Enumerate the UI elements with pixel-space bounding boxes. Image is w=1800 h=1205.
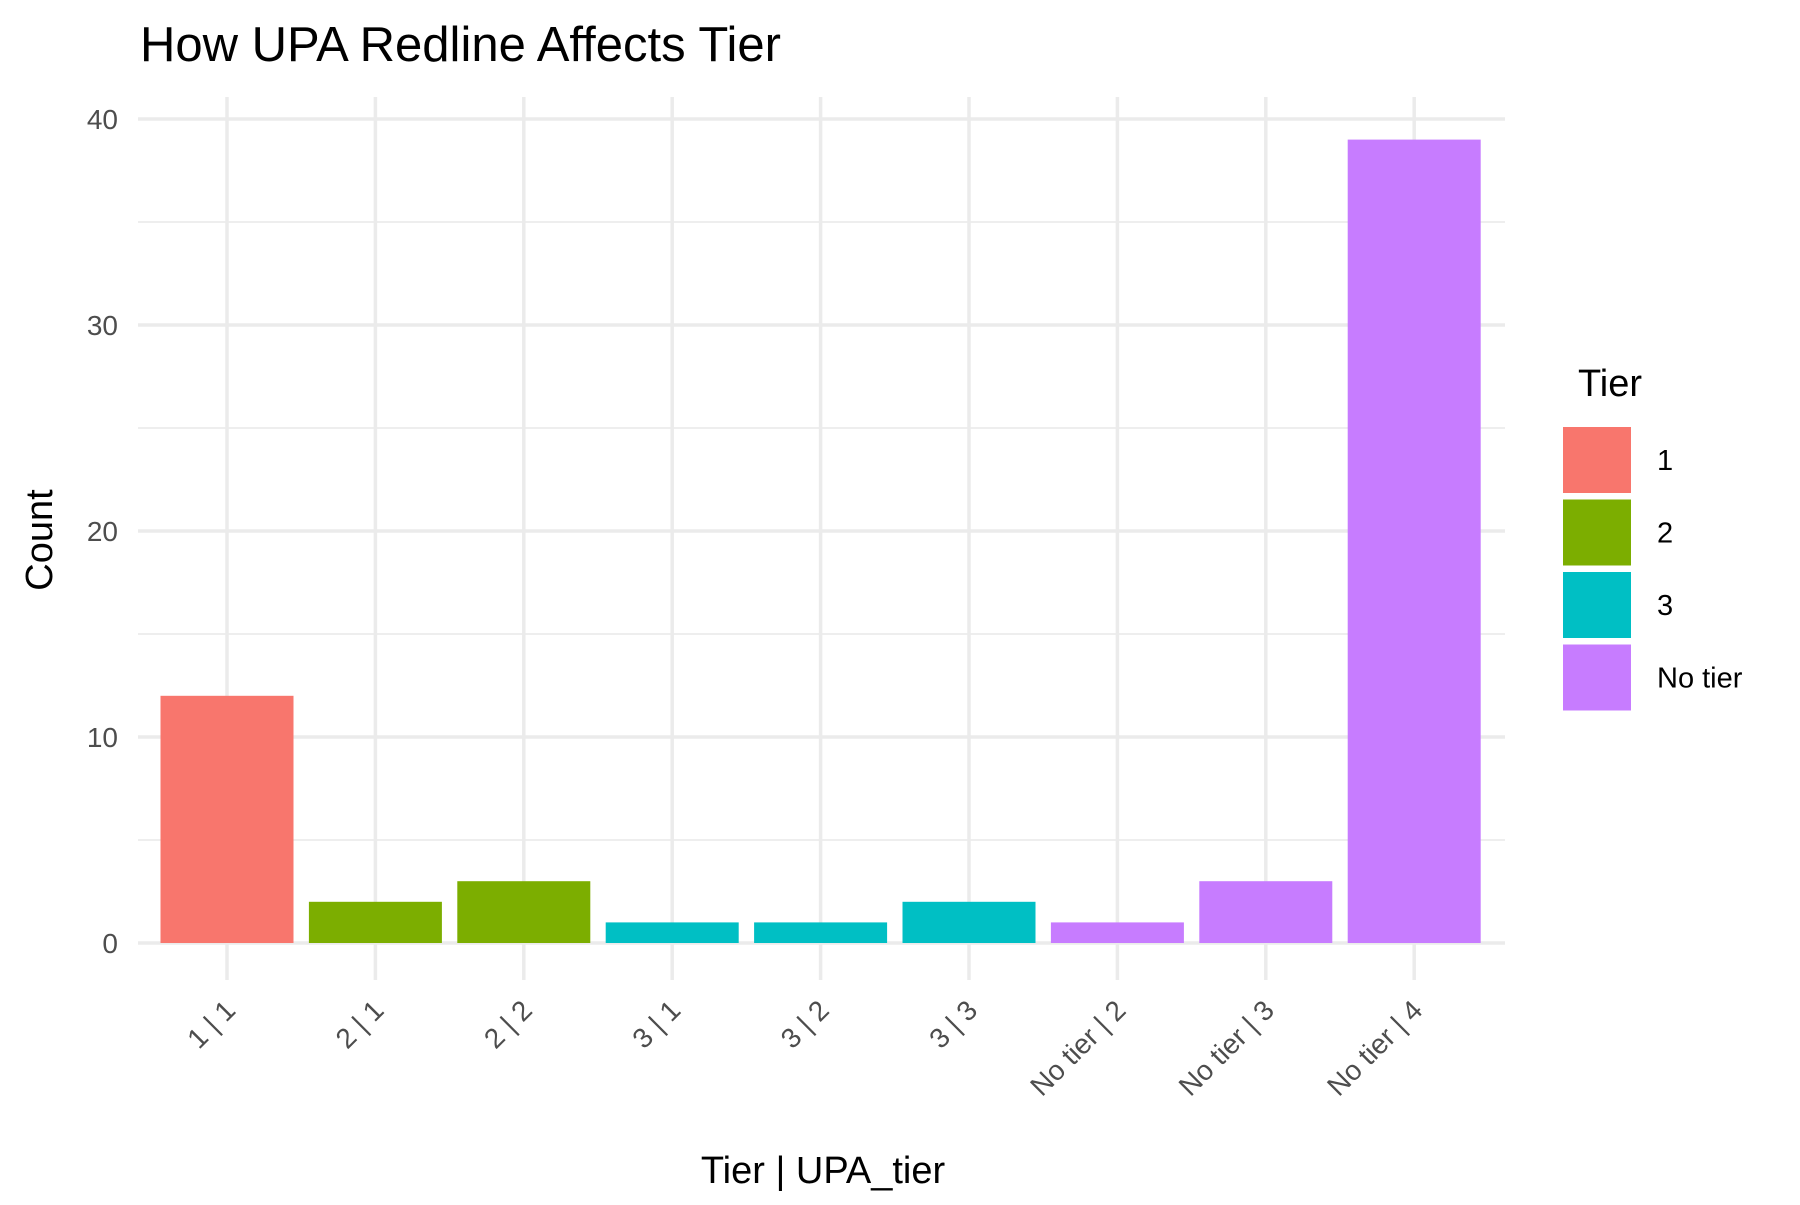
legend-key-no-tier [1563,644,1631,711]
x-tick-label: 2 | 2 [478,994,538,1054]
bar-3-2 [754,922,888,943]
legend-key-2 [1563,499,1631,566]
y-tick-label: 40 [87,104,118,135]
x-tick-label: No tier | 3 [1173,994,1280,1101]
bar-3-1 [605,922,739,943]
x-tick-label: 2 | 1 [330,994,390,1054]
bar-no-tier-4 [1347,139,1481,944]
y-axis-title: Count [19,489,61,591]
legend-label-3: 3 [1657,590,1673,622]
legend-label-2: 2 [1657,518,1673,550]
chart-title: How UPA Redline Affects Tier [140,18,781,72]
bar-2-2 [457,881,591,943]
bar-1-1 [160,695,294,943]
x-tick-label: No tier | 4 [1321,994,1428,1101]
x-tick-label: 3 | 2 [775,994,835,1054]
legend-key-3 [1563,572,1631,638]
x-axis-title: Tier | UPA_tier [701,1150,946,1192]
y-tick-labels: 0 10 20 30 40 [87,104,118,959]
x-tick-label: 3 | 1 [626,994,686,1054]
bars [160,139,1481,944]
y-tick-label: 0 [102,928,118,959]
legend-label-1: 1 [1657,445,1673,477]
grid [138,97,1505,980]
x-tick-label: No tier | 2 [1024,994,1131,1101]
x-tick-label: 3 | 3 [923,994,983,1054]
x-tick-label: 1 | 1 [181,994,241,1054]
legend-label-no-tier: No tier [1657,663,1743,695]
y-tick-label: 10 [87,722,118,753]
x-tick-labels: 1 | 1 2 | 1 2 | 2 3 | 1 3 | 2 3 | 3 No tier | … [181,994,1428,1101]
legend-key-1 [1563,427,1631,493]
y-tick-label: 30 [87,310,118,341]
legend: Tier 1 2 3 No tier [1563,363,1743,711]
bar-2-1 [308,901,442,943]
legend-title: Tier [1578,363,1642,405]
y-tick-label: 20 [87,516,118,547]
bar-no-tier-2 [1050,922,1184,943]
bar-3-3 [902,901,1036,943]
legend-items: 1 2 3 No tier [1563,427,1743,711]
bar-no-tier-3 [1199,881,1333,943]
